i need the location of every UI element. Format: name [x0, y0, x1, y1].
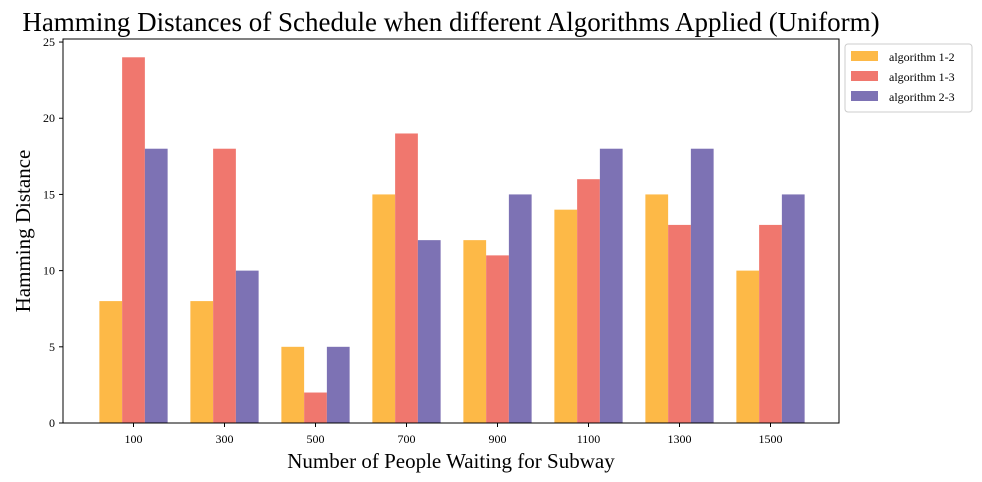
x-tick-label: 1100 [577, 432, 601, 446]
legend-swatch-2 [851, 71, 878, 81]
bar-2-1300 [668, 224, 691, 423]
bar-2-1100 [577, 179, 600, 423]
bar-1-700 [372, 194, 396, 423]
bar-2-900 [486, 255, 509, 423]
bar-3-1300 [690, 148, 714, 423]
y-tick-label: 15 [43, 187, 55, 201]
bar-3-1100 [599, 148, 623, 423]
x-tick-label: 100 [125, 432, 143, 446]
bars-layer [99, 57, 805, 424]
y-tick-label: 5 [49, 340, 55, 354]
y-tick-label: 20 [43, 111, 55, 125]
bar-1-1300 [645, 194, 669, 423]
bar-3-300 [235, 270, 259, 423]
x-axis: 100 300 500 700 900 1100 1300 1500 [125, 423, 783, 446]
bar-2-100 [122, 57, 145, 424]
legend-label-2: algorithm 1-3 [889, 70, 955, 84]
bar-3-700 [417, 240, 441, 423]
bar-1-1500 [736, 270, 760, 423]
x-tick-label: 300 [216, 432, 234, 446]
x-tick-label: 700 [398, 432, 416, 446]
bar-2-700 [395, 133, 418, 423]
bar-1-300 [190, 301, 214, 423]
bar-3-500 [326, 346, 350, 423]
bar-3-100 [144, 148, 168, 423]
y-axis: 0 5 10 15 20 25 [43, 35, 63, 430]
bar-3-900 [508, 194, 532, 423]
bar-2-1500 [759, 224, 782, 423]
bar-1-900 [463, 240, 487, 423]
x-tick-label: 1500 [759, 432, 783, 446]
x-tick-label: 500 [307, 432, 325, 446]
legend-swatch-3 [851, 91, 878, 101]
x-axis-label: Number of People Waiting for Subway [287, 449, 615, 473]
bar-2-500 [304, 392, 327, 423]
legend-label-3: algorithm 2-3 [889, 90, 955, 104]
y-tick-label: 0 [49, 416, 55, 430]
bar-3-1500 [781, 194, 805, 423]
bar-1-1100 [554, 209, 578, 423]
bar-1-100 [99, 301, 123, 423]
y-axis-label: Hamming Distance [11, 150, 35, 313]
plot-frame [62, 38, 840, 424]
bar-1-500 [281, 346, 305, 423]
legend-label-1: algorithm 1-2 [889, 50, 955, 64]
bar-2-300 [213, 148, 236, 423]
legend-swatch-1 [851, 51, 878, 61]
x-tick-label: 1300 [668, 432, 692, 446]
chart-title: Hamming Distances of Schedule when diffe… [22, 7, 879, 37]
y-tick-label: 25 [43, 35, 55, 49]
legend: algorithm 1-2 algorithm 1-3 algorithm 2-3 [844, 43, 973, 113]
y-tick-label: 10 [43, 264, 55, 278]
x-tick-label: 900 [489, 432, 507, 446]
